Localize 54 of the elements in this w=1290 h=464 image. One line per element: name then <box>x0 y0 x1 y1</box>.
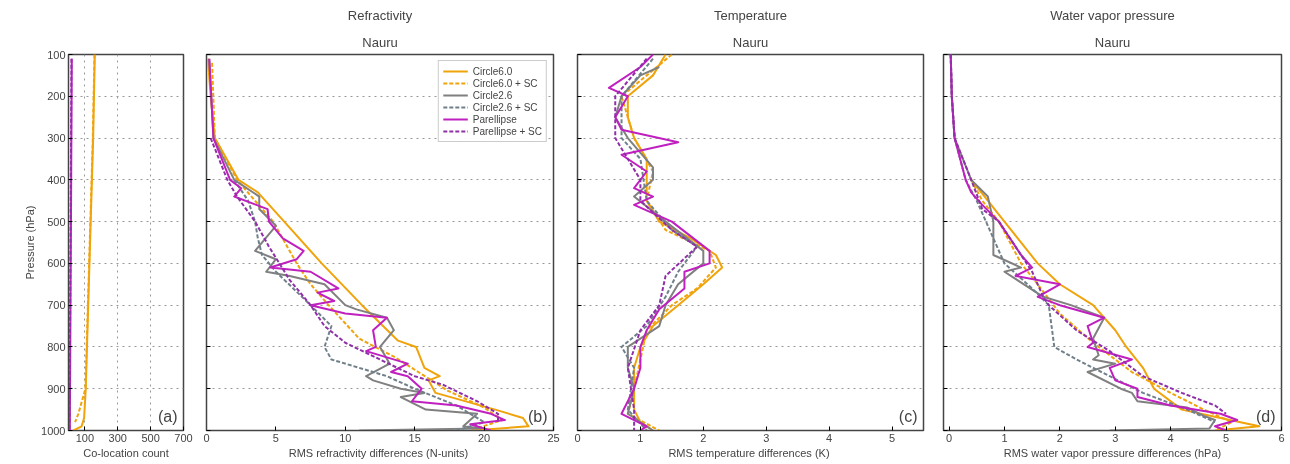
x-tick-label: 2 <box>1056 431 1063 444</box>
annotation: (b) <box>527 407 548 425</box>
legend-label: Parellipse <box>472 113 517 125</box>
x-tick-label: 5 <box>888 431 896 444</box>
x-axis-title: RMS refractivity differences (N-units) <box>288 446 469 459</box>
legend-label: Circle6.0 + SC <box>472 77 538 89</box>
x-tick-label: 3 <box>763 431 770 444</box>
x-tick-label: 4 <box>1167 431 1174 444</box>
x-tick-label: 5 <box>272 431 279 444</box>
x-tick-label: 5 <box>1223 431 1230 444</box>
annotation: (a) <box>157 407 178 425</box>
chart-subtitle: Nauru <box>732 34 769 50</box>
x-tick-label: 20 <box>477 431 491 444</box>
x-tick-label: 100 <box>75 431 95 444</box>
x-tick-label: 15 <box>408 431 421 444</box>
y-tick-label: 100 <box>47 48 66 61</box>
chart-title: Water vapor pressure <box>1050 7 1175 23</box>
y-tick-label: 900 <box>47 382 66 395</box>
x-tick-label: 3 <box>1112 431 1119 444</box>
x-tick-label: 1 <box>1001 431 1008 444</box>
legend-label: Circle2.6 <box>472 89 513 101</box>
x-tick-label: 700 <box>174 431 193 444</box>
legend-label: Parellipse + SC <box>472 125 542 137</box>
y-tick-label: 700 <box>47 299 66 312</box>
legend-label: Circle6.0 <box>472 65 513 77</box>
annotation: (d) <box>1255 407 1276 425</box>
x-tick-label: 2 <box>700 431 707 444</box>
y-tick-label: 500 <box>47 215 66 228</box>
y-tick-label: 400 <box>47 173 66 186</box>
y-tick-label: 300 <box>47 132 66 145</box>
y-tick-label: 1000 <box>41 424 66 437</box>
chart-title: Temperature <box>714 7 787 23</box>
y-axis-title: Pressure (hPa) <box>24 205 37 280</box>
x-tick-label: 25 <box>547 431 560 444</box>
x-axis-title: RMS temperature differences (K) <box>668 446 830 459</box>
x-tick-label: 500 <box>141 431 160 444</box>
y-tick-label: 200 <box>47 90 66 103</box>
y-tick-label: 800 <box>47 340 66 353</box>
chart-subtitle: Nauru <box>362 34 398 50</box>
x-axis-title: RMS water vapor pressure differences (hPa) <box>1003 446 1222 459</box>
chart-title: Refractivity <box>347 7 413 23</box>
x-tick-label: 0 <box>203 431 210 444</box>
annotation: (c) <box>898 407 918 425</box>
x-tick-label: 6 <box>1278 431 1285 444</box>
x-tick-label: 300 <box>108 431 127 444</box>
chart-subtitle: Nauru <box>1094 34 1131 50</box>
x-tick-label: 4 <box>826 431 833 444</box>
x-tick-label: 1 <box>637 431 644 444</box>
y-tick-label: 600 <box>47 257 66 270</box>
x-axis-title: Co-location count <box>83 446 169 459</box>
legend-label: Circle2.6 + SC <box>472 101 538 113</box>
x-tick-label: 0 <box>945 431 953 444</box>
x-tick-label: 10 <box>339 431 352 444</box>
x-tick-label: 0 <box>574 431 581 444</box>
